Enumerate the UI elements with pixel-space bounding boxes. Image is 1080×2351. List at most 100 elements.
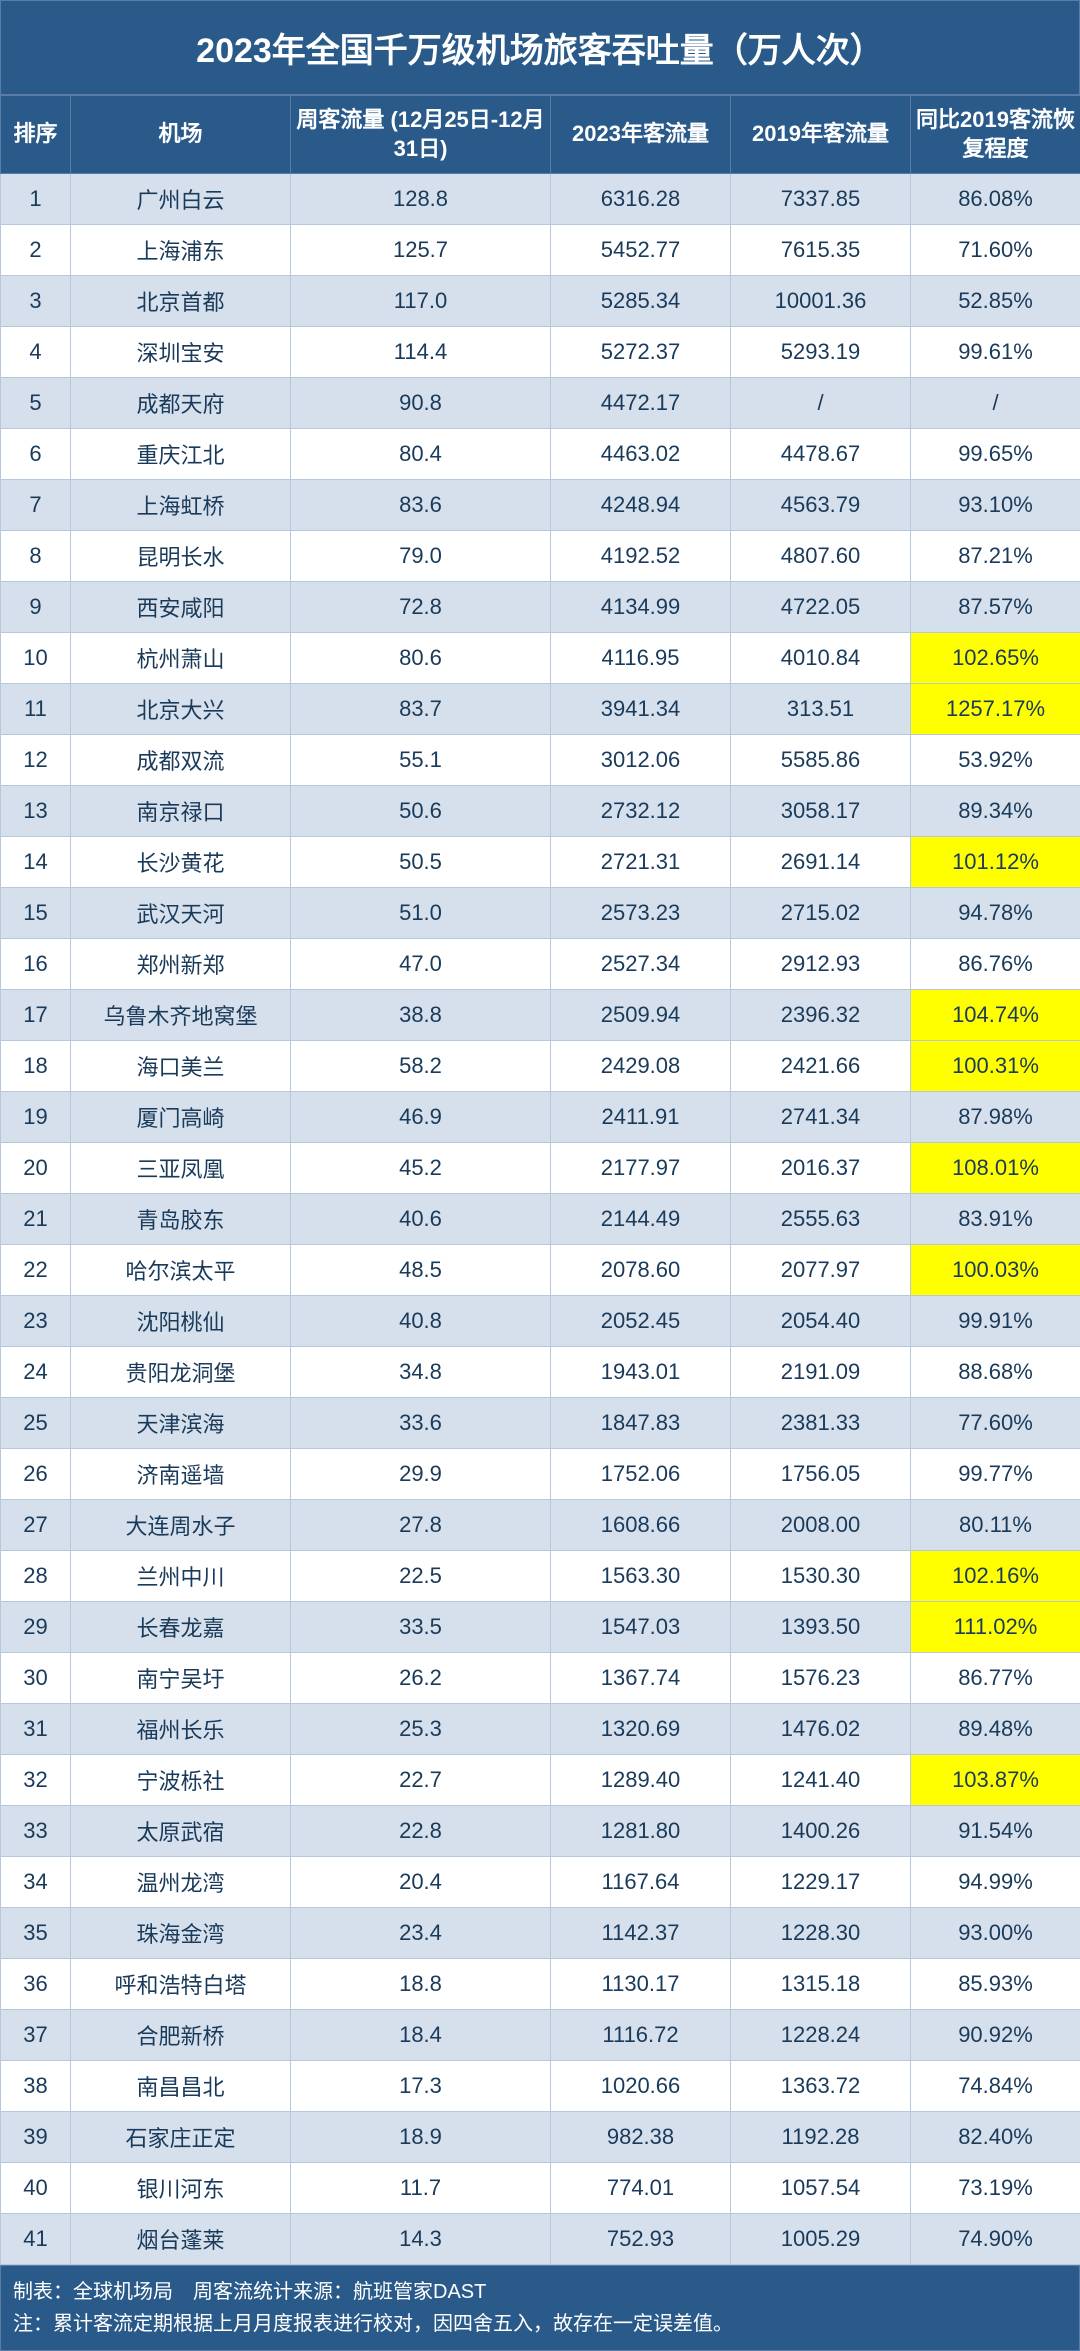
cell-2019: 313.51 <box>731 684 911 735</box>
cell-rank: 13 <box>1 786 71 837</box>
cell-airport: 南昌昌北 <box>71 2061 291 2112</box>
cell-2023: 2573.23 <box>551 888 731 939</box>
cell-2023: 1289.40 <box>551 1755 731 1806</box>
cell-rank: 30 <box>1 1653 71 1704</box>
cell-recovery: 100.03% <box>911 1245 1080 1296</box>
cell-weekly: 23.4 <box>291 1908 551 1959</box>
table-row: 6重庆江北80.44463.024478.6799.65% <box>1 429 1080 480</box>
cell-weekly: 40.6 <box>291 1194 551 1245</box>
cell-weekly: 17.3 <box>291 2061 551 2112</box>
table-row: 5成都天府90.84472.17// <box>1 378 1080 429</box>
cell-2019: 2715.02 <box>731 888 911 939</box>
cell-rank: 23 <box>1 1296 71 1347</box>
table-row: 30南宁吴圩26.21367.741576.2386.77% <box>1 1653 1080 1704</box>
cell-recovery: 86.08% <box>911 174 1080 225</box>
cell-rank: 37 <box>1 2010 71 2061</box>
cell-recovery: 74.90% <box>911 2214 1080 2265</box>
cell-2023: 1281.80 <box>551 1806 731 1857</box>
cell-2023: 2721.31 <box>551 837 731 888</box>
cell-2019: 2077.97 <box>731 1245 911 1296</box>
cell-weekly: 14.3 <box>291 2214 551 2265</box>
cell-2019: 1476.02 <box>731 1704 911 1755</box>
cell-weekly: 51.0 <box>291 888 551 939</box>
cell-recovery: / <box>911 378 1080 429</box>
cell-weekly: 58.2 <box>291 1041 551 1092</box>
table-row: 21青岛胶东40.62144.492555.6383.91% <box>1 1194 1080 1245</box>
cell-weekly: 79.0 <box>291 531 551 582</box>
table-row: 12成都双流55.13012.065585.8653.92% <box>1 735 1080 786</box>
cell-2023: 5452.77 <box>551 225 731 276</box>
cell-weekly: 18.9 <box>291 2112 551 2163</box>
cell-weekly: 40.8 <box>291 1296 551 1347</box>
cell-recovery: 82.40% <box>911 2112 1080 2163</box>
cell-2023: 3012.06 <box>551 735 731 786</box>
table-row: 41烟台蓬莱14.3752.931005.2974.90% <box>1 2214 1080 2265</box>
cell-2019: 1363.72 <box>731 2061 911 2112</box>
cell-airport: 南京禄口 <box>71 786 291 837</box>
cell-2019: 2016.37 <box>731 1143 911 1194</box>
cell-2019: 2396.32 <box>731 990 911 1041</box>
cell-2023: 1367.74 <box>551 1653 731 1704</box>
cell-recovery: 108.01% <box>911 1143 1080 1194</box>
cell-airport: 上海虹桥 <box>71 480 291 531</box>
cell-airport: 沈阳桃仙 <box>71 1296 291 1347</box>
table-row: 33太原武宿22.81281.801400.2691.54% <box>1 1806 1080 1857</box>
table-row: 15武汉天河51.02573.232715.0294.78% <box>1 888 1080 939</box>
cell-airport: 三亚凤凰 <box>71 1143 291 1194</box>
cell-2023: 1943.01 <box>551 1347 731 1398</box>
cell-recovery: 89.34% <box>911 786 1080 837</box>
cell-weekly: 128.8 <box>291 174 551 225</box>
cell-recovery: 53.92% <box>911 735 1080 786</box>
cell-2023: 2078.60 <box>551 1245 731 1296</box>
cell-rank: 40 <box>1 2163 71 2214</box>
cell-2019: 4010.84 <box>731 633 911 684</box>
cell-2019: 7337.85 <box>731 174 911 225</box>
cell-rank: 1 <box>1 174 71 225</box>
cell-weekly: 29.9 <box>291 1449 551 1500</box>
cell-rank: 8 <box>1 531 71 582</box>
table-row: 38南昌昌北17.31020.661363.7274.84% <box>1 2061 1080 2112</box>
footer-line-1: 制表：全球机场局 周客流统计来源：航班管家DAST <box>13 2276 1067 2308</box>
cell-rank: 19 <box>1 1092 71 1143</box>
cell-weekly: 20.4 <box>291 1857 551 1908</box>
cell-airport: 武汉天河 <box>71 888 291 939</box>
cell-weekly: 38.8 <box>291 990 551 1041</box>
cell-2023: 1320.69 <box>551 1704 731 1755</box>
cell-rank: 24 <box>1 1347 71 1398</box>
cell-recovery: 87.98% <box>911 1092 1080 1143</box>
cell-weekly: 33.5 <box>291 1602 551 1653</box>
cell-weekly: 18.8 <box>291 1959 551 2010</box>
cell-2019: 2741.34 <box>731 1092 911 1143</box>
cell-2019: 5585.86 <box>731 735 911 786</box>
cell-2023: 1563.30 <box>551 1551 731 1602</box>
table-row: 35珠海金湾23.41142.371228.3093.00% <box>1 1908 1080 1959</box>
cell-2023: 1608.66 <box>551 1500 731 1551</box>
cell-2023: 1142.37 <box>551 1908 731 1959</box>
col-header-airport: 机场 <box>71 96 291 174</box>
cell-rank: 5 <box>1 378 71 429</box>
cell-rank: 20 <box>1 1143 71 1194</box>
cell-weekly: 11.7 <box>291 2163 551 2214</box>
cell-2019: 1229.17 <box>731 1857 911 1908</box>
cell-airport: 烟台蓬莱 <box>71 2214 291 2265</box>
cell-recovery: 94.99% <box>911 1857 1080 1908</box>
cell-airport: 厦门高崎 <box>71 1092 291 1143</box>
cell-2019: 4478.67 <box>731 429 911 480</box>
cell-airport: 兰州中川 <box>71 1551 291 1602</box>
cell-recovery: 86.77% <box>911 1653 1080 1704</box>
cell-recovery: 87.21% <box>911 531 1080 582</box>
cell-2023: 2411.91 <box>551 1092 731 1143</box>
cell-2023: 2429.08 <box>551 1041 731 1092</box>
cell-recovery: 102.65% <box>911 633 1080 684</box>
cell-airport: 大连周水子 <box>71 1500 291 1551</box>
cell-rank: 18 <box>1 1041 71 1092</box>
cell-rank: 29 <box>1 1602 71 1653</box>
cell-weekly: 50.6 <box>291 786 551 837</box>
cell-2023: 2527.34 <box>551 939 731 990</box>
cell-airport: 杭州萧山 <box>71 633 291 684</box>
cell-recovery: 73.19% <box>911 2163 1080 2214</box>
cell-recovery: 94.78% <box>911 888 1080 939</box>
table-row: 7上海虹桥83.64248.944563.7993.10% <box>1 480 1080 531</box>
cell-2023: 2509.94 <box>551 990 731 1041</box>
cell-airport: 深圳宝安 <box>71 327 291 378</box>
